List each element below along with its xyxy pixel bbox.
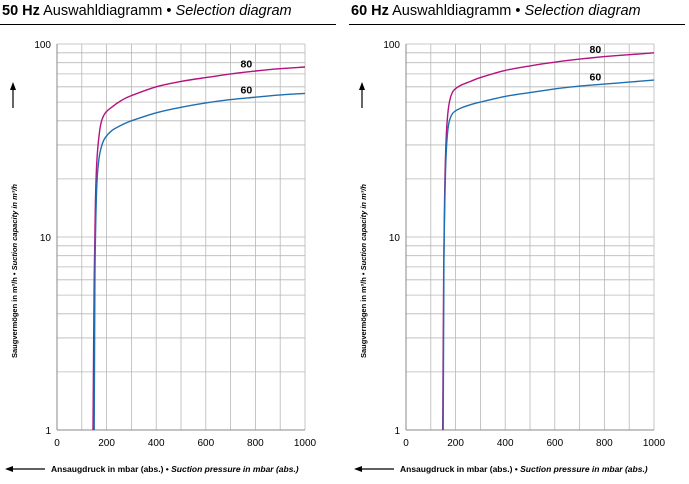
y-axis-title: Saugvermögen in m³/h • Suction capacity … xyxy=(350,82,376,358)
x-title-german: Ansaugdruck in mbar (abs.) • xyxy=(400,464,520,474)
svg-text:Ansaugdruck in mbar (abs.) • S: Ansaugdruck in mbar (abs.) • Suction pre… xyxy=(51,464,299,474)
y-title-german: Saugvermögen in m³/h • xyxy=(359,270,368,358)
y-tick-label: 1 xyxy=(394,426,400,437)
x-tick-label: 0 xyxy=(54,438,60,449)
x-tick-label: 400 xyxy=(148,438,165,449)
series-label-80: 80 xyxy=(590,44,602,56)
heading-rule xyxy=(349,24,685,25)
heading-english: Selection diagram xyxy=(175,3,292,19)
heading-frequency: 60 Hz xyxy=(351,3,389,19)
heading-german: Auswahldiagramm • xyxy=(39,3,176,19)
y-title-english: Suction capacity in m³/h xyxy=(10,184,19,271)
chart-panel-60hz: 60 Hz Auswahldiagramm • Selection diagra… xyxy=(349,0,689,484)
heading-frequency: 50 Hz xyxy=(2,3,40,19)
svg-text:Saugvermögen in m³/h • Suction: Saugvermögen in m³/h • Suction capacity … xyxy=(359,184,368,358)
x-tick-label: 600 xyxy=(546,438,563,449)
heading-rule xyxy=(0,24,336,25)
chart-plot-60hz: 0 200 400 600 800 1000 1 10 100 80 60 xyxy=(383,40,666,449)
y-tick-label: 10 xyxy=(389,233,401,244)
x-title-german: Ansaugdruck in mbar (abs.) • xyxy=(51,464,171,474)
y-title-german: Saugvermögen in m³/h • xyxy=(10,270,19,358)
series-line-60 xyxy=(93,92,306,431)
x-tick-label: 800 xyxy=(596,438,613,449)
chart-heading: 50 Hz Auswahldiagramm • Selection diagra… xyxy=(2,3,292,19)
series-line-80 xyxy=(442,52,655,431)
series-label-60: 60 xyxy=(241,85,253,97)
y-tick-label: 10 xyxy=(40,233,52,244)
y-tick-label: 100 xyxy=(383,40,400,51)
x-tick-label: 600 xyxy=(197,438,214,449)
series-label-60: 60 xyxy=(590,71,602,83)
y-axis-title: Saugvermögen in m³/h • Suction capacity … xyxy=(1,82,27,358)
chart-plot-50hz: 0 200 400 600 800 1000 1 10 100 80 60 xyxy=(34,40,317,449)
x-tick-label: 1000 xyxy=(643,438,666,449)
x-axis-title: Ansaugdruck in mbar (abs.) • Suction pre… xyxy=(5,462,335,476)
svg-text:Saugvermögen in m³/h • Suction: Saugvermögen in m³/h • Suction capacity … xyxy=(10,184,19,358)
chart-heading: 60 Hz Auswahldiagramm • Selection diagra… xyxy=(351,3,641,19)
x-title-english: Suction pressure in mbar (abs.) xyxy=(171,464,299,474)
x-tick-label: 200 xyxy=(98,438,115,449)
chart-panel-50hz: 50 Hz Auswahldiagramm • Selection diagra… xyxy=(0,0,340,484)
x-tick-label: 0 xyxy=(403,438,409,449)
svg-text:Ansaugdruck in mbar (abs.) • S: Ansaugdruck in mbar (abs.) • Suction pre… xyxy=(400,464,648,474)
series-line-60 xyxy=(442,79,655,431)
series-line-80 xyxy=(92,66,306,431)
x-title-english: Suction pressure in mbar (abs.) xyxy=(520,464,648,474)
x-tick-label: 1000 xyxy=(294,438,317,449)
y-arrow xyxy=(359,82,365,108)
y-tick-label: 1 xyxy=(45,426,51,437)
y-title-english: Suction capacity in m³/h xyxy=(359,184,368,271)
x-axis-title: Ansaugdruck in mbar (abs.) • Suction pre… xyxy=(354,462,684,476)
x-tick-label: 200 xyxy=(447,438,464,449)
x-tick-label: 800 xyxy=(247,438,264,449)
y-arrow xyxy=(10,82,16,108)
x-tick-label: 400 xyxy=(497,438,514,449)
y-tick-label: 100 xyxy=(34,40,51,51)
heading-german: Auswahldiagramm • xyxy=(388,3,525,19)
series-label-80: 80 xyxy=(241,59,253,71)
heading-english: Selection diagram xyxy=(524,3,641,19)
